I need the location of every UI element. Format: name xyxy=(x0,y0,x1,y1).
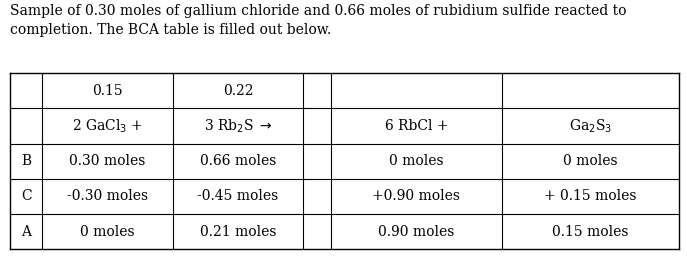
Text: 0.90 moles: 0.90 moles xyxy=(379,225,455,239)
Text: 0.15: 0.15 xyxy=(92,84,123,98)
Text: 0.21 moles: 0.21 moles xyxy=(200,225,276,239)
Text: 0 moles: 0 moles xyxy=(80,225,135,239)
Text: 2 GaCl$_3$ +: 2 GaCl$_3$ + xyxy=(72,117,143,135)
Text: -0.45 moles: -0.45 moles xyxy=(197,189,278,204)
Text: 0.15 moles: 0.15 moles xyxy=(552,225,629,239)
Text: 0.30 moles: 0.30 moles xyxy=(69,154,146,168)
Text: Sample of 0.30 moles of gallium chloride and 0.66 moles of rubidium sulfide reac: Sample of 0.30 moles of gallium chloride… xyxy=(10,4,627,37)
Text: 0.66 moles: 0.66 moles xyxy=(200,154,276,168)
Text: 0 moles: 0 moles xyxy=(563,154,618,168)
Text: Ga$_2$S$_3$: Ga$_2$S$_3$ xyxy=(569,117,611,135)
Text: 6 RbCl +: 6 RbCl + xyxy=(385,119,448,133)
Text: C: C xyxy=(21,189,32,204)
Text: +0.90 moles: +0.90 moles xyxy=(372,189,460,204)
Text: B: B xyxy=(21,154,32,168)
Text: + 0.15 moles: + 0.15 moles xyxy=(544,189,636,204)
Text: -0.30 moles: -0.30 moles xyxy=(67,189,148,204)
Text: 0.22: 0.22 xyxy=(223,84,254,98)
Text: A: A xyxy=(21,225,32,239)
Text: 3 Rb$_2$S $\rightarrow$: 3 Rb$_2$S $\rightarrow$ xyxy=(203,117,272,135)
Text: 0 moles: 0 moles xyxy=(389,154,444,168)
